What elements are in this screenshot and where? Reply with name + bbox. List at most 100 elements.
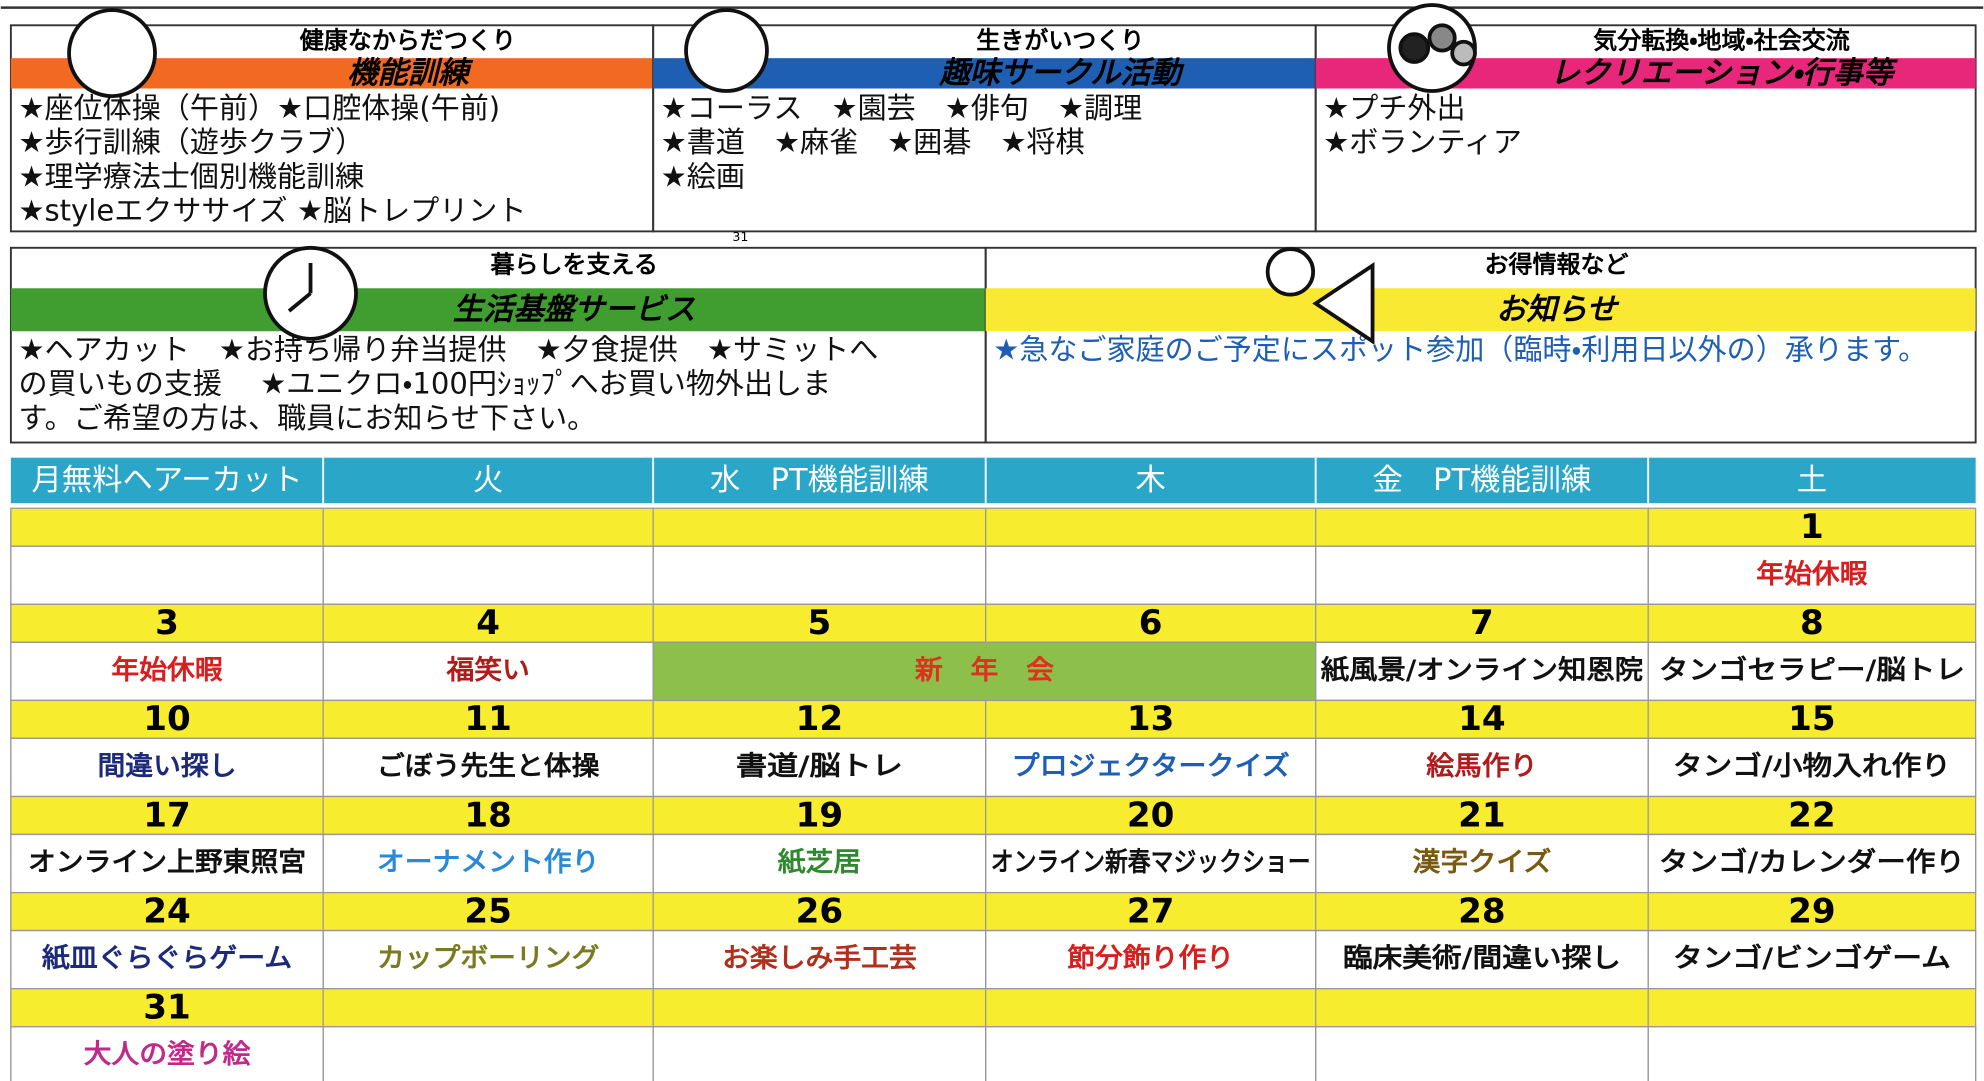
date-row [10, 988, 1977, 1028]
date: 6 [1139, 603, 1163, 643]
event: オーナメント作り [377, 847, 600, 878]
panel-item: ★ボランティア [1323, 125, 1522, 159]
date: 22 [1788, 795, 1836, 835]
date: 8 [1800, 603, 1824, 643]
event: タンゴ/小物入れ作り [1673, 751, 1951, 782]
weekday-header: 木 [1136, 463, 1166, 498]
event-row [10, 545, 1977, 605]
date: 3 [155, 603, 179, 643]
panel-item: ★理学療法士個別機能訓練 [18, 159, 364, 193]
date: 15 [1788, 699, 1836, 739]
panel-box [984, 246, 1977, 444]
panel-subtitle: 暮らしを支える [490, 251, 657, 279]
panel-title: レクリエーション・行事等 [1550, 56, 1899, 91]
event: 節分飾り作り [1067, 943, 1234, 974]
event-row [10, 1026, 1977, 1081]
event: 年始休暇 [111, 655, 223, 686]
stray-mark: 31 [732, 229, 748, 244]
date: 11 [464, 699, 512, 739]
date-row [10, 795, 1977, 836]
date: 7 [1470, 603, 1494, 643]
date: 27 [1127, 891, 1175, 931]
date-row [10, 603, 1977, 643]
panel-item: ★プチ外出 [1323, 91, 1465, 125]
icon-person [1265, 247, 1316, 297]
date: 13 [1127, 699, 1175, 739]
weekday-header: 月無料ヘアーカット [31, 463, 302, 498]
panel-subtitle: お得情報など [1484, 251, 1628, 279]
date: 14 [1458, 699, 1506, 739]
date: 17 [143, 795, 191, 835]
weekday-header: 金 PT機能訓練 [1373, 463, 1592, 498]
clock-hand [287, 291, 312, 313]
date: 28 [1458, 891, 1506, 931]
event: 福笑い [445, 655, 529, 686]
event: オンライン上野東照宮 [28, 847, 306, 878]
icon-exercise [67, 8, 157, 98]
weekday-header: 火 [473, 463, 503, 498]
date: 5 [808, 603, 832, 643]
event: お楽しみ手工芸 [722, 943, 917, 974]
content: 健康なからだつくり機能訓練★座位体操（午前）★口腔体操(午前)★歩行訓練（遊歩ク… [9, 24, 1977, 1081]
panel-subtitle: 気分転換・地域・社会交流 [1593, 27, 1849, 55]
event: 新 年 会 [914, 655, 1055, 686]
panel-item: ★歩行訓練（遊歩クラブ） [18, 125, 364, 159]
panel-item: の買いもの支援 ★ユニクロ・100円ｼｮｯﾌﾟへお買い物外出しま [18, 367, 831, 401]
weekday-header: 水 PT機能訓練 [710, 463, 929, 498]
date-row [10, 699, 1977, 739]
event: タンゴ/カレンダー作り [1659, 847, 1965, 878]
event: 紙芝居 [778, 847, 861, 878]
date: 12 [796, 699, 844, 739]
panel-title: 機能訓練 [347, 56, 473, 91]
event: 紙風景/オンライン知恩院 [1321, 655, 1643, 686]
panel-item: ★絵画 [661, 159, 745, 193]
panel-title: お知らせ [1496, 293, 1619, 328]
date: 1 [1800, 507, 1824, 547]
panel-item: ★書道 ★麻雀 ★囲碁 ★将棋 [661, 125, 1085, 159]
balloon [1450, 39, 1477, 67]
calendar-header-bar [10, 457, 1976, 504]
panel-subtitle: 健康なからだつくり [299, 27, 516, 55]
date: 19 [796, 795, 844, 835]
panel-item: ★急なご家庭のご予定にスポット参加（臨時・利用日以外の）承ります。 [993, 332, 1927, 366]
panel-title-bar [985, 288, 1976, 332]
event: カップボーリング [377, 943, 600, 974]
date: 21 [1458, 795, 1506, 835]
event-cell [652, 641, 1317, 702]
date: 4 [476, 603, 500, 643]
event: 漢字クイズ [1412, 847, 1551, 878]
event: プロジェクタークイズ [1012, 751, 1290, 782]
panel-subtitle: 生きがいつくり [976, 27, 1144, 55]
event: 年始休暇 [1756, 559, 1868, 590]
date-row [10, 891, 1977, 932]
panel-box [1314, 24, 1977, 233]
panel-item: ★ヘアカット ★お持ち帰り弁当提供 ★夕食提供 ★サミットへ [18, 332, 878, 366]
date: 29 [1788, 891, 1836, 931]
panel-title: 趣味サークル活動 [938, 56, 1184, 91]
panel-title-bar [10, 288, 986, 332]
panel-item: ★コーラス ★園芸 ★俳句 ★調理 [661, 91, 1142, 125]
date: 20 [1127, 795, 1175, 835]
event-cell [1647, 1026, 1977, 1081]
panel-item: ★styleエクササイズ ★脳トレプリント [18, 193, 526, 227]
event: ごぼう先生と体操 [377, 751, 600, 782]
event: タンゴセラピー/脳トレ [1659, 655, 1965, 686]
icons [67, 3, 1477, 345]
balloon [1398, 32, 1431, 64]
date: 10 [143, 699, 191, 739]
icon-hobby [684, 8, 769, 93]
icon-megaphone [1312, 261, 1375, 345]
event: 書道/脳トレ [736, 751, 903, 782]
date: 18 [464, 795, 512, 835]
event: 臨床美術/間違い探し [1343, 943, 1621, 974]
event: 紙皿ぐらぐらゲーム [42, 943, 292, 974]
panel-item: ★座位体操（午前）★口腔体操(午前) [18, 91, 500, 125]
date: 25 [464, 891, 512, 931]
date: 31 [143, 987, 191, 1027]
date: 24 [143, 891, 191, 931]
event: 間違い探し [97, 751, 236, 782]
event: オンライン新春マジックショー [991, 847, 1311, 878]
event: 大人の塗り絵 [84, 1039, 251, 1070]
